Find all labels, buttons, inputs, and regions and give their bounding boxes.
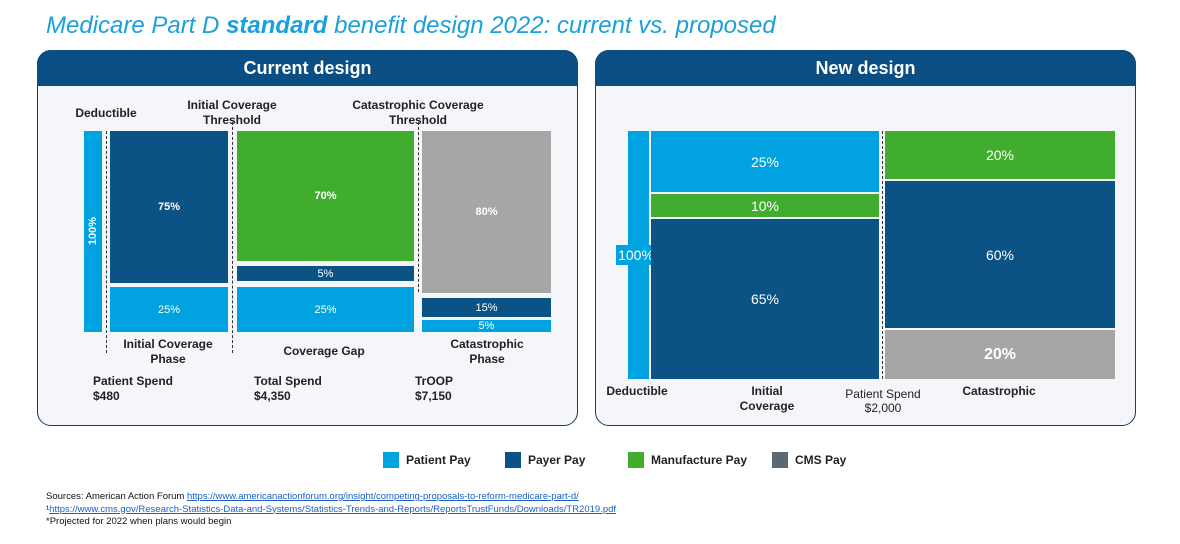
legend-cms: CMS Pay <box>772 451 846 469</box>
current-initial-patient-bar: 25% <box>110 287 228 332</box>
sources-block: Sources: American Action Forum https://w… <box>46 491 616 529</box>
current-design-header: Current design <box>37 50 578 86</box>
source-link-cms[interactable]: https://www.cms.gov/Research-Statistics-… <box>49 503 617 515</box>
page-title: Medicare Part D standard benefit design … <box>46 12 776 40</box>
current-deductible-bar: 100% <box>84 131 102 332</box>
legend-manufacturer: Manufacture Pay <box>628 451 747 469</box>
new-divider-patient-spend <box>882 131 883 379</box>
current-divider-cat <box>418 122 419 292</box>
troop-value: $7,150 <box>415 389 452 403</box>
current-gap-payer-bar: 5% <box>237 266 414 281</box>
current-deductible-label: Deductible <box>75 106 137 120</box>
current-cat-cms-bar: 80% <box>422 131 551 293</box>
phase-cat-label: Catastrophic Phase <box>450 337 524 366</box>
current-deductible-pct: 100% <box>87 217 99 246</box>
sources-footnote-marker: ¹ <box>46 503 50 515</box>
legend-manufacturer-label: Manufacture Pay <box>651 453 748 467</box>
title-emphasis: standard <box>226 12 328 39</box>
new-initial-payer-bar: 65% <box>651 219 879 379</box>
legend-payer-swatch <box>505 452 521 468</box>
new-deductible-label: Deductible <box>606 384 668 398</box>
legend-cms-swatch <box>772 452 788 468</box>
source-link-aaf[interactable]: https://www.americanactionforum.org/insi… <box>186 491 579 502</box>
new-initial-patient-bar: 25% <box>651 131 879 192</box>
title-suffix: benefit design 2022: current vs. propose… <box>327 12 776 39</box>
current-divider-deductible <box>106 131 107 353</box>
total-spend: Total Spend $4,350 <box>254 374 322 404</box>
new-initial-label: Initial Coverage <box>739 384 795 413</box>
legend-patient-swatch <box>383 452 399 468</box>
patient-spend: Patient Spend $480 <box>93 374 173 404</box>
new-patient-spend: Patient Spend $2,000 <box>836 387 930 415</box>
legend-payer-label: Payer Pay <box>528 453 586 467</box>
troop-label: TrOOP <box>415 374 454 388</box>
legend-payer: Payer Pay <box>505 451 585 469</box>
phase-initial-label: Initial Coverage Phase <box>123 337 213 366</box>
current-cat-patient-bar: 5% <box>422 320 551 332</box>
new-catastrophic-label: Catastrophic <box>962 384 1036 398</box>
legend-patient: Patient Pay <box>383 451 471 469</box>
new-patient-spend-value: $2,000 <box>864 401 902 415</box>
title-prefix: Medicare Part D <box>46 12 227 39</box>
current-cat-payer-bar: 15% <box>422 298 551 317</box>
new-cat-cms-bar: 20% <box>885 330 1115 379</box>
current-gap-patient-bar: 25% <box>237 287 414 332</box>
phase-gap-label: Coverage Gap <box>283 344 365 358</box>
sources-prefix: Sources: American Action Forum <box>46 491 187 502</box>
new-design-header: New design <box>595 50 1136 86</box>
sources-note: *Projected for 2022 when plans would beg… <box>46 516 232 527</box>
patient-spend-label: Patient Spend <box>93 374 174 388</box>
cat-threshold-label: Catastrophic Coverage Threshold <box>352 98 484 127</box>
legend-manufacturer-swatch <box>628 452 644 468</box>
current-divider-icl <box>232 122 233 353</box>
new-initial-manufacturer-bar: 10% <box>651 194 879 217</box>
new-cat-payer-bar: 60% <box>885 181 1115 328</box>
new-cat-manufacturer-bar: 20% <box>885 131 1115 179</box>
legend-cms-label: CMS Pay <box>795 453 847 467</box>
new-patient-spend-label: Patient Spend <box>845 387 921 401</box>
patient-spend-value: $480 <box>93 389 120 403</box>
legend-patient-label: Patient Pay <box>406 453 471 467</box>
icl-threshold-label: Initial Coverage Threshold <box>187 98 277 127</box>
current-gap-manufacturer-bar: 70% <box>237 131 414 261</box>
new-deductible-pct: 100% <box>616 245 656 265</box>
troop: TrOOP $7,150 <box>415 374 453 404</box>
total-spend-label: Total Spend <box>254 374 322 388</box>
total-spend-value: $4,350 <box>254 389 291 403</box>
current-initial-payer-bar: 75% <box>110 131 228 283</box>
